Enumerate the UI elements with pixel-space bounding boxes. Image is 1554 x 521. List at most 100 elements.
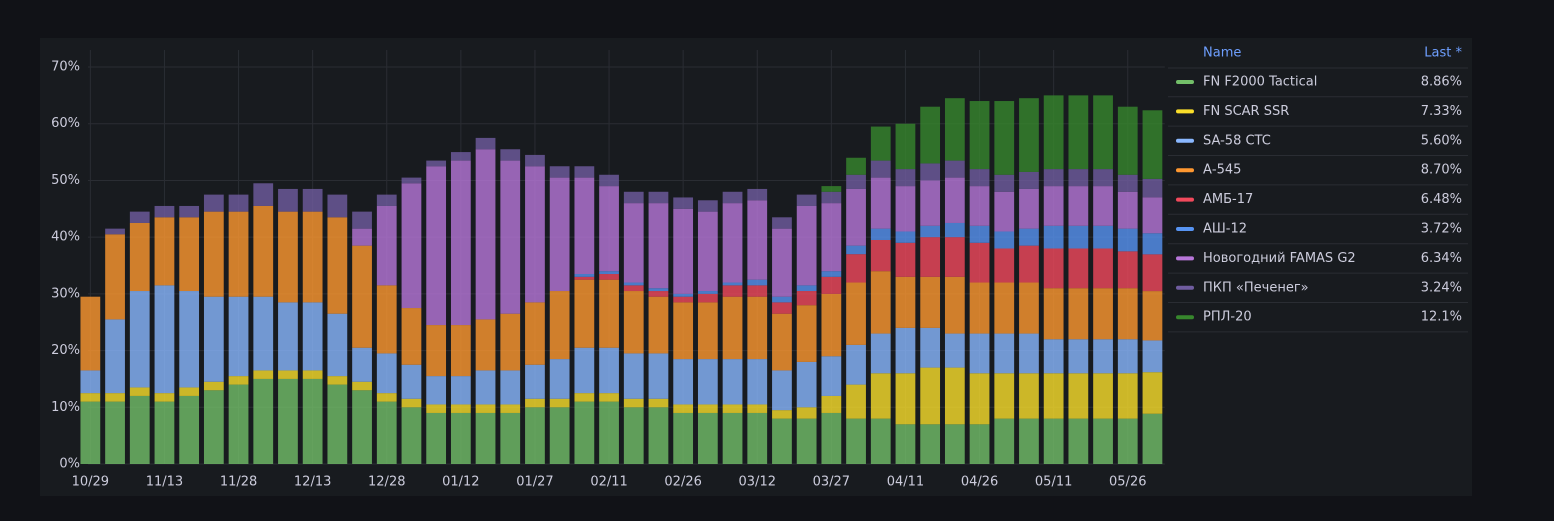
- x-tick-label: 04/11: [887, 475, 924, 490]
- bar-segment: [944, 160, 965, 178]
- bar-segment: [623, 203, 644, 283]
- bar-segment: [772, 217, 792, 229]
- y-tick-label: 70%: [51, 60, 80, 75]
- bar-segment: [994, 191, 1015, 232]
- bar-segment: [969, 225, 990, 243]
- legend-name[interactable]: FN SCAR SSR: [1203, 104, 1289, 119]
- bar-segment: [870, 373, 891, 419]
- bar-segment: [1142, 291, 1163, 341]
- bar-segment: [450, 160, 471, 326]
- bar-segment: [1019, 282, 1039, 334]
- bar-segment: [772, 228, 792, 297]
- bar-segment: [549, 398, 570, 408]
- bar-segment: [401, 407, 422, 464]
- bar-segment: [1043, 373, 1064, 419]
- bar-segment: [895, 242, 916, 277]
- bar-segment: [1117, 174, 1138, 192]
- bar-segment: [1117, 251, 1138, 289]
- bar-segment: [648, 203, 669, 289]
- bar-segment: [129, 387, 150, 396]
- bar-segment: [648, 191, 669, 204]
- bar-segment: [549, 407, 570, 464]
- bar-segment: [105, 401, 125, 464]
- legend-name[interactable]: ПКП «Печенег»: [1203, 280, 1309, 295]
- bar-segment: [105, 319, 125, 394]
- bar-segment: [623, 291, 644, 354]
- bar-segment: [599, 347, 619, 394]
- bar-segment: [1019, 418, 1039, 464]
- bar-segment: [846, 418, 866, 464]
- bar-segment: [994, 418, 1015, 464]
- legend-name[interactable]: АМБ-17: [1203, 192, 1253, 207]
- bar-segment: [1142, 340, 1163, 373]
- bar-segment: [203, 381, 224, 391]
- bar-segment: [1117, 339, 1138, 374]
- bar-segment: [549, 177, 570, 292]
- bar-segment: [1117, 373, 1138, 419]
- bar-segment: [574, 279, 595, 348]
- bar-segment: [574, 393, 595, 402]
- bar-segment: [870, 418, 891, 464]
- bar-segment: [574, 347, 595, 394]
- bar-segment: [574, 274, 595, 277]
- bar-segment: [574, 276, 595, 280]
- legend-header-name[interactable]: Name: [1203, 46, 1241, 61]
- bar-segment: [920, 163, 941, 181]
- bar-segment: [599, 271, 619, 275]
- bar-segment: [1093, 339, 1113, 374]
- bar-segment: [302, 188, 323, 212]
- bar-segment: [1019, 228, 1039, 246]
- bar-segment: [179, 217, 200, 292]
- bar-segment: [1043, 339, 1064, 374]
- bar-segment: [747, 188, 768, 201]
- legend-name[interactable]: SA-58 CTC: [1203, 133, 1271, 148]
- legend-name[interactable]: А-545: [1203, 163, 1241, 178]
- bar-segment: [1142, 372, 1163, 414]
- bar-segment: [969, 282, 990, 334]
- bar-segment: [327, 384, 348, 464]
- bar-segment: [623, 285, 644, 292]
- bar-segment: [1117, 418, 1138, 464]
- bar-segment: [969, 186, 990, 226]
- bar-segment: [327, 217, 348, 314]
- bar-segment: [772, 302, 792, 314]
- bar-segment: [599, 393, 619, 402]
- bar-segment: [154, 393, 175, 402]
- bar-segment: [1043, 288, 1064, 340]
- bar-segment: [623, 398, 644, 408]
- legend-name[interactable]: Новогодний FAMAS G2: [1203, 251, 1356, 266]
- bar-segment: [401, 364, 422, 399]
- bar-segment: [525, 398, 545, 408]
- x-tick-label: 02/26: [664, 475, 701, 490]
- bar-segment: [821, 356, 842, 396]
- bar-segment: [426, 412, 447, 464]
- y-tick-label: 30%: [51, 286, 80, 301]
- bar-segment: [944, 98, 965, 161]
- bar-segment: [870, 160, 891, 178]
- bar-segment: [673, 293, 694, 297]
- legend-last: 12.1%: [1421, 310, 1462, 325]
- bar-segment: [1117, 228, 1138, 252]
- legend-name[interactable]: FN F2000 Tactical: [1203, 75, 1317, 90]
- legend-header-last[interactable]: Last *: [1424, 46, 1462, 61]
- bar-segment: [1142, 197, 1163, 234]
- bar-segment: [1043, 225, 1064, 249]
- bar-segment: [648, 407, 669, 464]
- bar-segment: [870, 239, 891, 272]
- bar-segment: [253, 296, 274, 371]
- legend-name[interactable]: РПЛ-20: [1203, 310, 1252, 325]
- bar-segment: [1117, 288, 1138, 340]
- y-tick-label: 60%: [51, 116, 80, 131]
- bar-segment: [525, 166, 545, 303]
- bar-segment: [722, 296, 743, 360]
- bar-segment: [747, 285, 768, 297]
- bar-segment: [278, 370, 298, 379]
- bar-segment: [697, 291, 718, 294]
- y-tick-label: 20%: [51, 343, 80, 358]
- legend-name[interactable]: АШ-12: [1203, 222, 1247, 237]
- bar-segment: [623, 353, 644, 399]
- bar-segment: [944, 367, 965, 425]
- bar-segment: [599, 186, 619, 272]
- bar-segment: [697, 302, 718, 360]
- x-tick-label: 05/11: [1035, 475, 1072, 490]
